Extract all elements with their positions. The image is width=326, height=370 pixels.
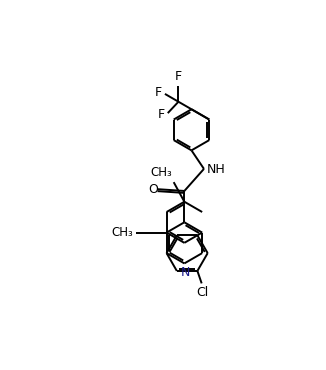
Text: CH₃: CH₃ <box>150 166 172 179</box>
Text: Cl: Cl <box>197 286 209 299</box>
Text: O: O <box>148 183 158 196</box>
Text: F: F <box>155 85 162 99</box>
Text: N: N <box>180 266 190 279</box>
Text: F: F <box>175 70 182 83</box>
Text: NH: NH <box>207 163 226 176</box>
Text: F: F <box>158 108 165 121</box>
Text: CH₃: CH₃ <box>112 226 133 239</box>
